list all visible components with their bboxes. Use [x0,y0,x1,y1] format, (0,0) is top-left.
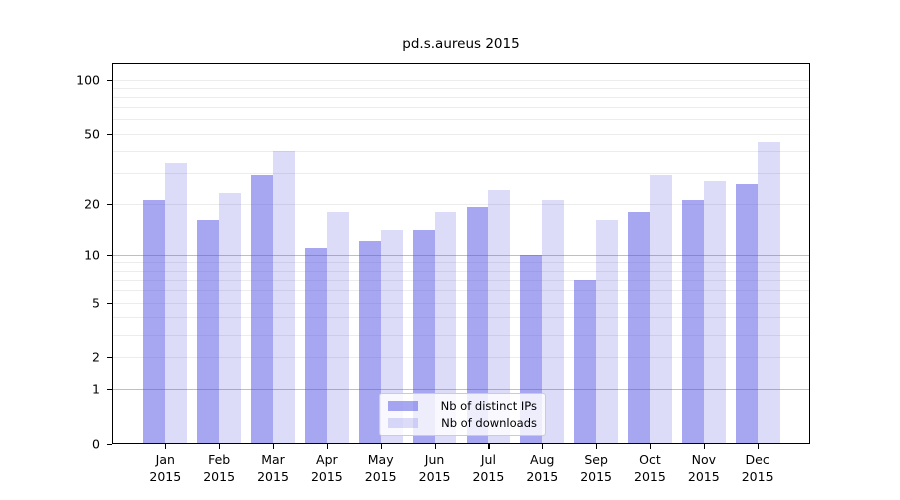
legend-swatch-distinct-ips [388,401,418,411]
gridline [112,302,810,304]
y-tick-label: 100 [76,72,100,88]
y-tick-label: 0 [92,436,100,452]
x-tick-mark [273,444,275,449]
gridline [112,389,810,391]
y-tick-mark [107,357,112,359]
y-tick-mark [107,79,112,81]
x-tick-label: Aug 2015 [526,452,559,484]
bar-downloads [434,211,457,444]
gridline [112,262,810,264]
plot-area [112,63,810,444]
y-tick-label: 10 [84,247,100,263]
y-tick-mark [107,302,112,304]
y-tick-label: 2 [92,349,100,365]
bar-downloads [488,189,511,444]
bar-distinct-ips [735,183,758,444]
bar-distinct-ips [304,247,327,444]
gridline [112,79,810,81]
x-tick-label: Jan 2015 [149,452,182,484]
bar-downloads [542,199,565,444]
legend-swatch-downloads [388,418,418,428]
x-tick-label: May 2015 [364,452,397,484]
gridline [112,254,810,256]
x-tick-mark [434,444,436,449]
x-tick-label: Nov 2015 [687,452,720,484]
gridline [112,334,810,336]
y-tick-label: 1 [92,381,100,397]
gridline [112,172,810,174]
x-tick-label: Sep 2015 [580,452,612,484]
bar-downloads [703,180,726,444]
y-tick-mark [107,254,112,256]
x-tick-mark [703,444,705,449]
gridline [112,316,810,318]
x-tick-mark [757,444,759,449]
legend: Nb of distinct IPs Nb of downloads [379,393,546,436]
x-tick-label: Dec 2015 [741,452,774,484]
bar-downloads [326,211,349,444]
gridline [112,279,810,281]
y-tick-mark [107,389,112,391]
x-tick-label: Jul 2015 [472,452,505,484]
x-tick-mark [596,444,598,449]
bar-distinct-ips [628,211,650,444]
bar-distinct-ips [574,279,597,444]
y-tick-label: 5 [92,295,100,311]
bar-downloads [273,150,295,444]
y-tick-label: 20 [84,196,100,212]
x-tick-mark [219,444,221,449]
legend-label-distinct-ips: Nb of distinct IPs [440,399,537,413]
bar-distinct-ips [143,199,166,444]
bar-distinct-ips [412,230,435,444]
x-tick-label: Oct 2015 [634,452,666,484]
gridline [112,270,810,272]
bar-downloads [649,175,672,444]
bar-distinct-ips [681,199,704,444]
bar-downloads [165,163,188,444]
x-tick-label: Jun 2015 [418,452,451,484]
y-tick-label: 50 [84,126,100,142]
gridline [112,133,810,135]
bar-distinct-ips [466,207,489,444]
bar-downloads [596,220,618,444]
y-tick-mark [107,133,112,135]
x-tick-label: Mar 2015 [257,452,289,484]
gridline [112,290,810,292]
y-tick-mark [107,444,112,446]
y-tick-mark [107,203,112,205]
x-tick-mark [649,444,652,449]
x-tick-label: Apr 2015 [310,452,343,484]
bar-downloads [380,230,403,444]
bar-downloads [219,193,242,444]
gridline [112,357,810,359]
x-tick-mark [542,444,544,449]
bar-distinct-ips [251,175,273,444]
gridline [112,87,810,89]
x-tick-mark [488,444,490,449]
x-tick-mark [326,444,329,449]
bar-distinct-ips [197,220,220,444]
chart-title: pd.s.aureus 2015 [402,36,520,52]
gridline [112,203,810,205]
x-tick-mark [165,444,167,449]
gridline [112,119,810,121]
gridline [112,107,810,109]
x-tick-mark [380,444,382,449]
bar-distinct-ips [358,241,381,444]
bar-downloads [757,141,780,444]
x-tick-label: Feb 2015 [203,452,236,484]
legend-item-downloads: Nb of downloads [388,416,537,430]
legend-item-distinct-ips: Nb of distinct IPs [388,399,537,413]
legend-label-downloads: Nb of downloads [441,416,537,430]
gridline [112,97,810,99]
gridline [112,150,810,152]
